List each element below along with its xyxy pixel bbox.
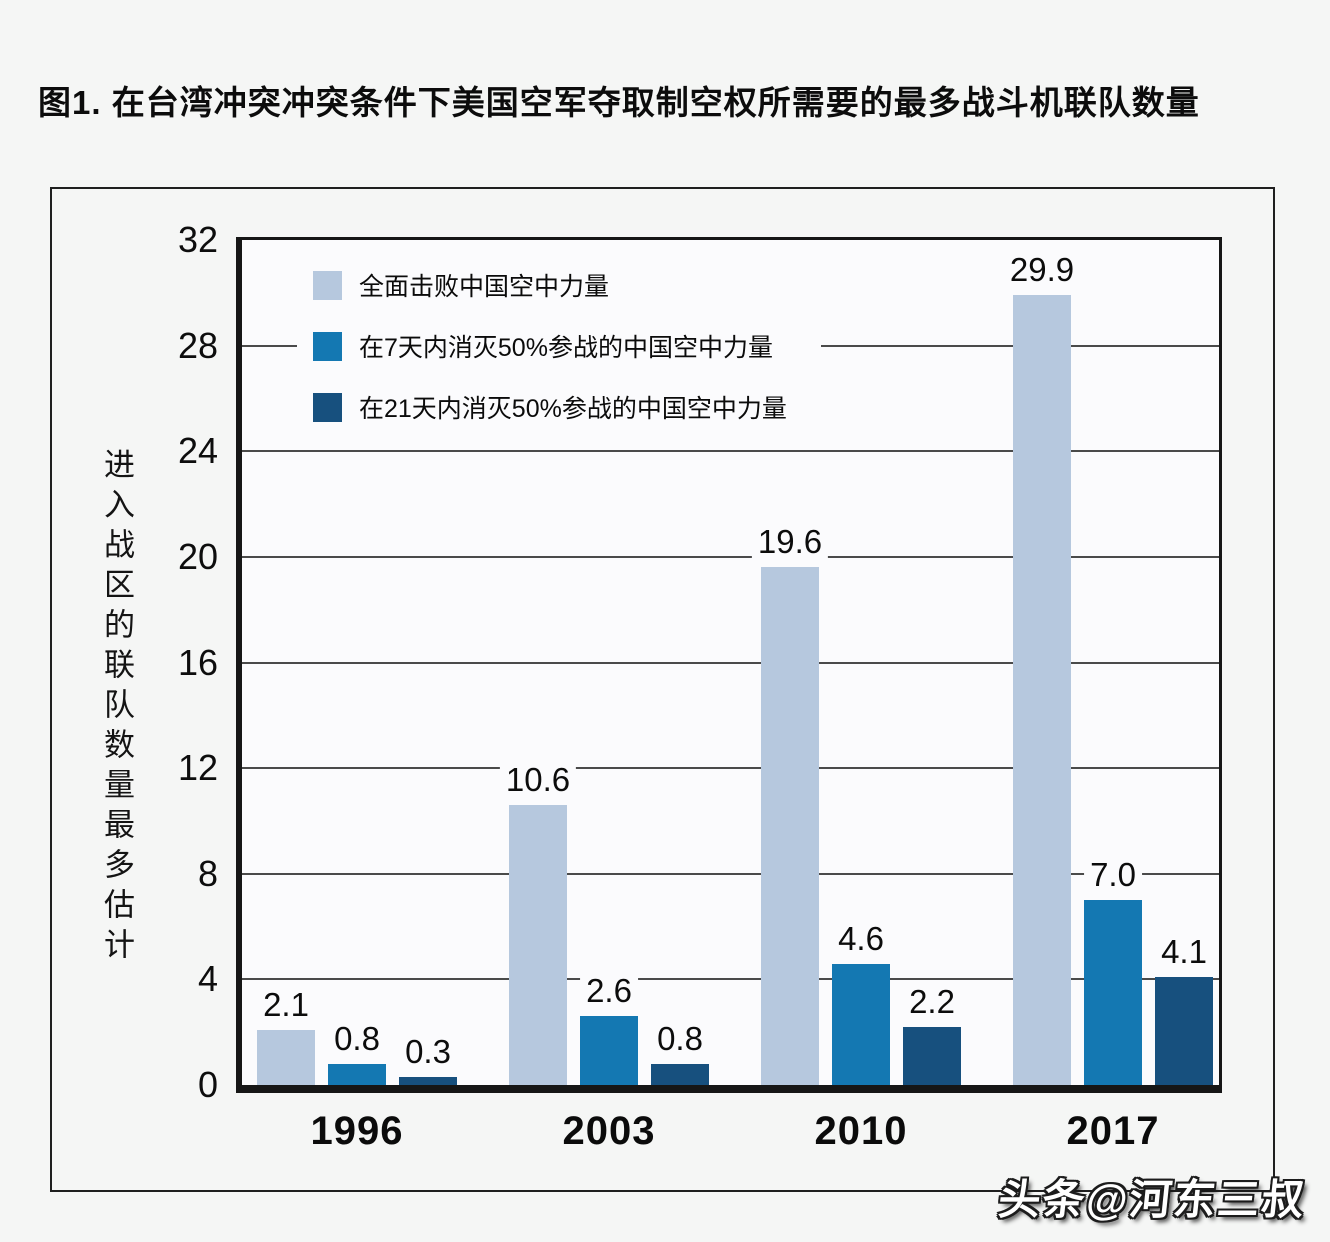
- figure-title: 图1. 在台湾冲突冲突条件下美国空军夺取制空权所需要的最多战斗机联队数量: [38, 84, 1200, 121]
- bar-group-2017: 29.9 7.0 4.1 2017: [1003, 240, 1213, 1151]
- figure-frame: [50, 187, 1275, 1192]
- y-tick-32: 32: [177, 219, 218, 260]
- bar-2010-series-2: 4.6: [832, 920, 890, 1085]
- bar-2003-series-1: 10.6: [499, 761, 577, 1085]
- y-tick-4: 4: [197, 958, 218, 1000]
- x-tick-2003: 2003: [562, 1109, 656, 1153]
- gridline-16: [242, 661, 1219, 664]
- bar-2017-series-2: 7.0: [1084, 856, 1142, 1085]
- bar-group-1996: 2.1 0.8 0.3 1996: [257, 240, 457, 1151]
- bar-value-label: 0.8: [651, 1020, 709, 1057]
- watermark: 头条@河东三叔: [996, 1176, 1309, 1223]
- bar-value-label: 2.1: [257, 986, 315, 1023]
- y-tick-8: 8: [197, 852, 218, 894]
- gridline-8: [242, 872, 1219, 875]
- gridline-24: [242, 450, 1219, 453]
- bar-value-label: 0.8: [328, 1020, 386, 1057]
- bar-2010-series-1: 19.6: [751, 523, 829, 1085]
- gridline-20: [242, 555, 1219, 558]
- bar-1996-series-2: 0.8: [328, 1020, 386, 1085]
- bar-value-label: 10.6: [499, 761, 577, 798]
- bar-value-label: 4.6: [832, 920, 890, 957]
- y-tick-20: 20: [177, 535, 218, 577]
- legend-item-total-defeat: 全面击败中国空中力量: [313, 267, 787, 303]
- gridline-4: [242, 978, 1219, 981]
- y-tick-28: 28: [177, 324, 218, 366]
- legend-item-7-days: 在7天内消灭50%参战的中国空中力量: [313, 328, 787, 364]
- bar-2003-series-3: 0.8: [651, 1020, 709, 1085]
- bar-value-label: 2.2: [903, 983, 961, 1020]
- y-tick-0: 0: [197, 1064, 218, 1105]
- legend-label: 在21天内消灭50%参战的中国空中力量: [359, 395, 787, 423]
- bar-value-label: 0.3: [399, 1033, 457, 1070]
- x-tick-2017: 2017: [1066, 1109, 1160, 1153]
- bar-1996-series-3: 0.3: [399, 1033, 457, 1085]
- legend: 全面击败中国空中力量 在7天内消灭50%参战的中国空中力量 在21天内消灭50%…: [297, 253, 821, 443]
- bar-2017-series-3: 4.1: [1155, 933, 1213, 1085]
- bar-value-label: 29.9: [1003, 251, 1081, 288]
- legend-label: 在7天内消灭50%参战的中国空中力量: [359, 334, 773, 362]
- x-tick-1996: 1996: [310, 1109, 404, 1153]
- y-axis-title: 进入战区的联队数量最多估计: [99, 448, 134, 968]
- bar-value-label: 19.6: [751, 523, 829, 560]
- gridline-12: [242, 767, 1219, 770]
- bar-group-2003: 10.6 2.6 0.8 2003: [499, 240, 709, 1151]
- legend-label: 全面击败中国空中力量: [359, 273, 610, 301]
- bar-2003-series-2: 2.6: [580, 972, 638, 1085]
- bar-2017-series-1: 29.9: [1003, 251, 1081, 1085]
- bar-value-label: 2.6: [580, 972, 638, 1009]
- plot-area: 全面击败中国空中力量 在7天内消灭50%参战的中国空中力量 在21天内消灭50%…: [178, 222, 1222, 1151]
- y-tick-12: 12: [177, 747, 218, 789]
- bar-group-2010: 19.6 4.6 2.2 2010: [751, 240, 961, 1151]
- bar-1996-series-1: 2.1: [257, 986, 315, 1085]
- bar-2010-series-3: 2.2: [903, 983, 961, 1085]
- plot-inner: 全面击败中国空中力量 在7天内消灭50%参战的中国空中力量 在21天内消灭50%…: [178, 222, 1219, 1151]
- legend-swatch-dark-blue: [313, 392, 342, 422]
- y-tick-24: 24: [177, 430, 218, 472]
- legend-item-21-days: 在21天内消灭50%参战的中国空中力量: [313, 389, 787, 425]
- legend-swatch-medium-blue: [313, 331, 342, 361]
- bar-value-label: 4.1: [1155, 933, 1213, 970]
- legend-swatch-light-blue: [313, 270, 342, 300]
- x-tick-2010: 2010: [814, 1109, 908, 1153]
- bar-value-label: 7.0: [1084, 856, 1142, 893]
- y-tick-16: 16: [177, 641, 218, 683]
